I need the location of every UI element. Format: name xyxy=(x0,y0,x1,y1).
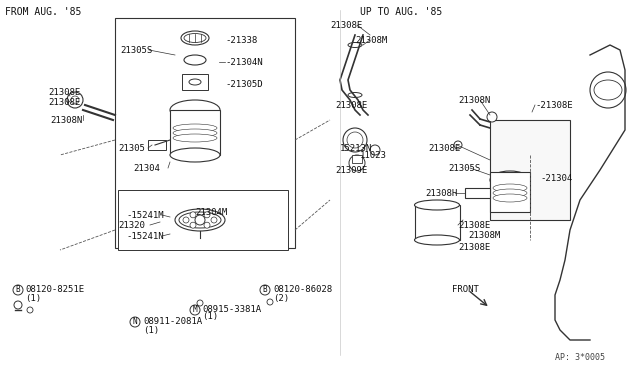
Text: 21308E: 21308E xyxy=(458,221,490,230)
Circle shape xyxy=(370,145,380,155)
FancyBboxPatch shape xyxy=(182,74,208,90)
Circle shape xyxy=(130,317,140,327)
Text: 21305: 21305 xyxy=(118,144,145,153)
Text: 21308N: 21308N xyxy=(458,96,490,105)
FancyBboxPatch shape xyxy=(115,18,295,248)
Text: 21305S: 21305S xyxy=(120,45,152,55)
FancyBboxPatch shape xyxy=(465,188,490,198)
Circle shape xyxy=(204,222,210,228)
Text: AP: 3*0005: AP: 3*0005 xyxy=(555,353,605,362)
Text: 21308N: 21308N xyxy=(50,115,83,125)
Text: 21304: 21304 xyxy=(133,164,160,173)
Ellipse shape xyxy=(348,93,362,97)
Text: M: M xyxy=(193,305,197,314)
Ellipse shape xyxy=(415,200,460,210)
Circle shape xyxy=(190,222,196,228)
Text: 21308E: 21308E xyxy=(330,20,362,29)
FancyBboxPatch shape xyxy=(415,205,460,240)
Ellipse shape xyxy=(181,31,209,45)
Text: 15213N: 15213N xyxy=(340,144,372,153)
Text: 21308M: 21308M xyxy=(355,35,387,45)
Circle shape xyxy=(343,128,367,152)
Text: -21338: -21338 xyxy=(225,35,257,45)
Circle shape xyxy=(260,285,270,295)
Ellipse shape xyxy=(170,100,220,120)
Circle shape xyxy=(13,285,23,295)
Ellipse shape xyxy=(189,79,201,85)
Text: 08120-86028: 08120-86028 xyxy=(273,285,332,295)
Text: 21308H: 21308H xyxy=(425,189,457,198)
Text: (1): (1) xyxy=(202,312,218,321)
Text: -21308E: -21308E xyxy=(535,100,573,109)
Circle shape xyxy=(347,132,363,148)
Ellipse shape xyxy=(415,235,460,245)
FancyBboxPatch shape xyxy=(490,172,530,212)
Text: 21320: 21320 xyxy=(118,221,145,230)
Text: 21308E: 21308E xyxy=(458,244,490,253)
Text: B: B xyxy=(16,285,20,295)
Circle shape xyxy=(190,212,196,218)
Text: 21308M: 21308M xyxy=(468,231,500,240)
Text: (1): (1) xyxy=(143,326,159,334)
Text: 21309E: 21309E xyxy=(335,166,367,174)
Ellipse shape xyxy=(493,194,527,202)
Ellipse shape xyxy=(184,33,206,42)
Text: 08915-3381A: 08915-3381A xyxy=(202,305,261,314)
Text: B: B xyxy=(262,285,268,295)
Text: 21305S: 21305S xyxy=(448,164,480,173)
Text: UP TO AUG. '85: UP TO AUG. '85 xyxy=(360,7,442,17)
Ellipse shape xyxy=(173,124,217,132)
Text: 11023: 11023 xyxy=(360,151,387,160)
Ellipse shape xyxy=(175,209,225,231)
Circle shape xyxy=(197,300,203,306)
Text: -21304: -21304 xyxy=(540,173,572,183)
Text: N: N xyxy=(132,317,138,327)
Text: -15241M: -15241M xyxy=(126,211,164,219)
Text: 21308E: 21308E xyxy=(428,144,460,153)
Circle shape xyxy=(211,217,217,223)
Circle shape xyxy=(14,301,22,309)
Text: FRONT: FRONT xyxy=(452,285,479,295)
Ellipse shape xyxy=(173,134,217,142)
Circle shape xyxy=(195,215,205,225)
Text: 21308E: 21308E xyxy=(48,97,80,106)
Circle shape xyxy=(67,92,83,108)
Ellipse shape xyxy=(348,42,362,48)
Circle shape xyxy=(204,212,210,218)
FancyBboxPatch shape xyxy=(170,110,220,155)
Text: 21304M: 21304M xyxy=(195,208,227,217)
Circle shape xyxy=(190,305,200,315)
Ellipse shape xyxy=(170,148,220,162)
FancyBboxPatch shape xyxy=(352,155,362,163)
Text: 08911-2081A: 08911-2081A xyxy=(143,317,202,327)
Ellipse shape xyxy=(594,80,622,100)
Ellipse shape xyxy=(493,184,527,192)
Circle shape xyxy=(267,299,273,305)
Circle shape xyxy=(183,217,189,223)
Ellipse shape xyxy=(490,171,530,189)
Text: -21305D: -21305D xyxy=(225,80,262,89)
Text: (1): (1) xyxy=(25,294,41,302)
Circle shape xyxy=(454,141,462,149)
Circle shape xyxy=(71,96,79,104)
Text: (2): (2) xyxy=(273,294,289,302)
Ellipse shape xyxy=(173,129,217,137)
Circle shape xyxy=(349,155,365,171)
Ellipse shape xyxy=(493,189,527,197)
Text: -21304N: -21304N xyxy=(225,58,262,67)
Circle shape xyxy=(590,72,626,108)
Ellipse shape xyxy=(184,55,206,65)
Text: FROM AUG. '85: FROM AUG. '85 xyxy=(5,7,81,17)
Text: -15241N: -15241N xyxy=(126,231,164,241)
FancyBboxPatch shape xyxy=(490,120,570,220)
Ellipse shape xyxy=(179,212,221,228)
Text: 08120-8251E: 08120-8251E xyxy=(25,285,84,295)
FancyBboxPatch shape xyxy=(118,190,288,250)
Circle shape xyxy=(27,307,33,313)
Text: 21308E: 21308E xyxy=(48,87,80,96)
Text: 21308E: 21308E xyxy=(335,100,367,109)
FancyBboxPatch shape xyxy=(148,140,166,150)
Circle shape xyxy=(487,112,497,122)
